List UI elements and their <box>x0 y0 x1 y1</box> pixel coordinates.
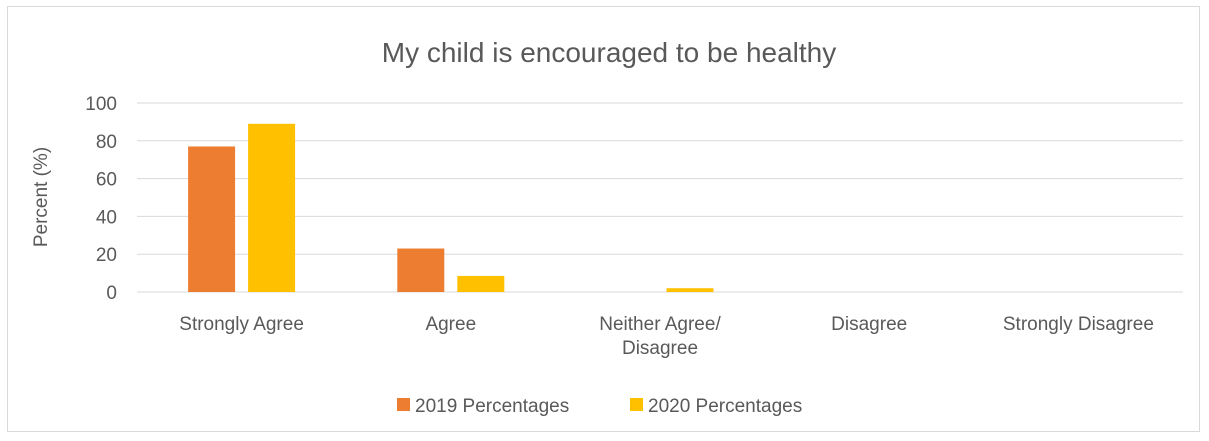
bars <box>188 123 714 292</box>
chart-title: My child is encouraged to be healthy <box>382 37 837 68</box>
x-tick-label: Agree <box>425 314 476 335</box>
legend-label: 2019 Percentages <box>415 396 569 417</box>
y-tick-label: 20 <box>96 245 117 266</box>
legend-label: 2020 Percentages <box>648 396 802 417</box>
x-tick-label: Strongly Disagree <box>1003 314 1154 335</box>
y-tick-label: 80 <box>96 132 117 153</box>
y-tick-label: 40 <box>96 207 117 228</box>
y-axis-label: Percent (%) <box>31 147 52 247</box>
y-tick-label: 0 <box>106 283 117 304</box>
legend-swatch <box>397 398 410 411</box>
x-tick-label: Disagree <box>622 338 698 359</box>
bar-2020-1 <box>457 275 505 292</box>
bar-2020-0 <box>248 123 296 292</box>
x-tick-label: Neither Agree/ <box>599 314 721 335</box>
bar-2020-2 <box>666 288 714 292</box>
legend-swatch <box>630 398 643 411</box>
y-tick-label: 60 <box>96 170 117 191</box>
x-axis-ticks: Strongly Agree Agree Neither Agree/Disagre… <box>179 314 1154 359</box>
bar-2019-1 <box>397 248 445 292</box>
bar-2019-0 <box>188 146 236 292</box>
y-axis-ticks: 0 20 40 60 80 100 <box>85 94 117 304</box>
x-tick-label: Strongly Agree <box>179 314 304 335</box>
x-tick-label: Disagree <box>831 314 907 335</box>
y-tick-label: 100 <box>85 94 117 115</box>
legend: 2019 Percentages 2020 Percentages <box>397 396 802 417</box>
gridlines <box>137 102 1183 293</box>
